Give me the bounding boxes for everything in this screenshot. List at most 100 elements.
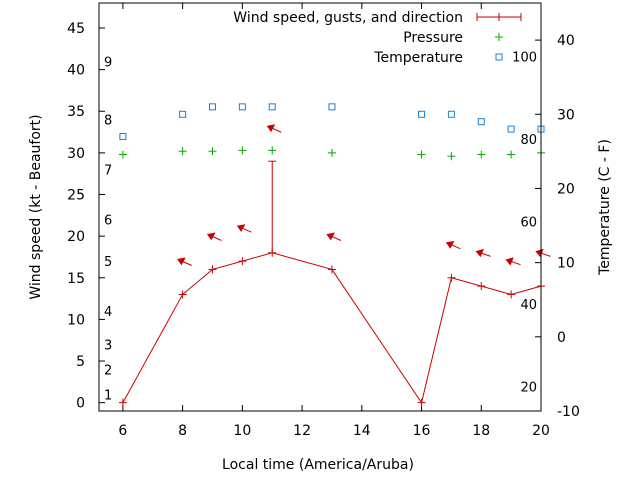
beaufort-label: 4 <box>104 305 112 320</box>
temperature-point <box>447 110 455 118</box>
pressure-point <box>208 147 217 156</box>
pressure-point <box>447 152 456 161</box>
temperature-point <box>119 133 127 141</box>
wind-point <box>327 265 336 274</box>
temperature-point <box>418 110 426 118</box>
beaufort-label: 2 <box>104 363 112 378</box>
y-tick-label: 5 <box>76 354 85 370</box>
fahrenheit-label: 100 <box>512 51 537 66</box>
direction-arrow <box>505 257 521 266</box>
tick-labels: 6 8 10 12 14 16 18 20051015202530354045-1001020… <box>67 21 580 439</box>
temperature-point <box>507 125 515 133</box>
direction-arrow <box>206 232 222 241</box>
temperature-point <box>208 103 216 111</box>
tick-marks <box>99 3 542 412</box>
y-tick-label: 40 <box>67 63 85 79</box>
y-tick-label: 35 <box>67 104 85 120</box>
y-tick-label: 45 <box>67 21 85 37</box>
pressure-point <box>507 150 516 159</box>
fahrenheit-label: 20 <box>520 380 537 395</box>
wind-point <box>238 257 247 266</box>
x-tick-label: 20 <box>532 423 550 439</box>
wind-point <box>507 290 516 299</box>
pressure-point <box>417 150 426 159</box>
direction-arrow <box>266 124 282 133</box>
x-tick-label: 12 <box>293 423 311 439</box>
direction-arrow <box>236 224 252 233</box>
y2-axis-label: Temperature (C - F) <box>597 139 613 276</box>
y2-tick-label: 30 <box>557 107 575 123</box>
wind-point <box>268 248 277 257</box>
arrow-head <box>445 240 455 249</box>
wind-point <box>417 398 426 407</box>
fahrenheit-label: 60 <box>520 215 537 230</box>
legend-label-temperature: Temperature <box>373 50 463 66</box>
legend-label-pressure: Pressure <box>403 30 463 46</box>
arrow-head <box>505 257 514 266</box>
wind-point <box>178 290 187 299</box>
x-tick-label: 10 <box>233 423 251 439</box>
wind-point <box>447 273 456 282</box>
beaufort-label: 7 <box>104 164 112 179</box>
legend-swatch-pressure <box>495 33 503 41</box>
wind-point <box>477 282 486 291</box>
temperature-point <box>328 103 336 111</box>
gust-bars <box>268 160 277 253</box>
arrow-head <box>475 248 485 258</box>
pressure-point <box>327 148 336 157</box>
temperature-point <box>477 118 485 126</box>
beaufort-label: 6 <box>104 213 112 228</box>
legend-label-wind: Wind speed, gusts, and direction <box>233 10 463 26</box>
x-tick-label: 18 <box>472 423 490 439</box>
beaufort-label: 5 <box>104 255 112 270</box>
y-tick-label: 25 <box>67 188 85 204</box>
x-tick-label: 6 <box>118 423 127 439</box>
direction-arrow <box>445 240 461 250</box>
x-tick-label: 16 <box>413 423 431 439</box>
fahrenheit-label: 40 <box>520 298 537 313</box>
x-tick-label: 14 <box>353 423 371 439</box>
y-tick-label: 30 <box>67 146 85 162</box>
pressure-point <box>268 146 277 155</box>
x-tick-label: 8 <box>178 423 187 439</box>
wind-point <box>118 398 127 407</box>
temperature-point <box>238 103 246 111</box>
direction-arrows <box>177 124 551 266</box>
y-tick-label: 0 <box>76 396 85 412</box>
legend-swatch-temperature <box>495 53 503 61</box>
y2-tick-label: 10 <box>557 256 575 272</box>
pressure-point <box>477 150 486 159</box>
y2-tick-label: 20 <box>557 181 575 197</box>
pressure-point <box>238 146 247 155</box>
wind-series <box>118 248 545 407</box>
wind-point <box>208 265 217 274</box>
arrow-head <box>266 124 276 133</box>
legend: Wind speed, gusts, and direction Pressur… <box>233 10 522 66</box>
beaufort-label: 3 <box>104 338 112 353</box>
y2-tick-label: 0 <box>557 330 566 346</box>
y-tick-label: 15 <box>67 271 85 287</box>
legend-swatch-wind <box>476 13 522 21</box>
arrow-head <box>236 224 246 233</box>
temperature-point <box>268 103 276 111</box>
arrow-head <box>326 232 336 241</box>
temperature-point <box>179 110 187 118</box>
beaufort-label: 8 <box>104 114 112 129</box>
arrow-head <box>177 257 186 266</box>
direction-arrow <box>177 257 192 266</box>
arrow-head <box>206 232 216 241</box>
plot-frame <box>98 2 542 412</box>
x-axis-label: Local time (America/Aruba) <box>222 457 414 473</box>
direction-arrow <box>326 232 342 241</box>
y-tick-label: 20 <box>67 229 85 245</box>
y-tick-label: 10 <box>67 312 85 328</box>
pressure-point <box>178 147 187 156</box>
y2-tick-label: 40 <box>557 33 575 49</box>
y2-tick-label: -10 <box>557 404 580 420</box>
beaufort-label: 1 <box>104 388 112 403</box>
pressure-point <box>118 150 127 159</box>
direction-arrow <box>475 248 491 258</box>
fahrenheit-label: 80 <box>520 133 537 148</box>
